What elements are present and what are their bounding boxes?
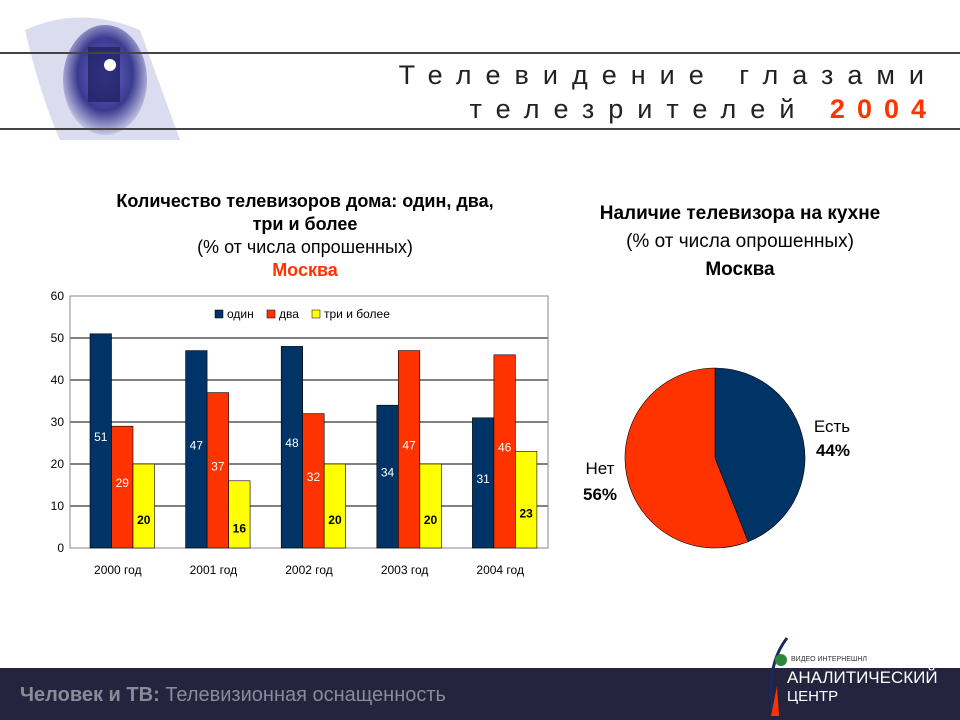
pie-chart: Есть 44% Нет 56% [583, 367, 850, 549]
pie-value: 44% [816, 441, 850, 460]
bar-title-subtitle: (% от числа опрошенных) [197, 237, 413, 257]
y-tick-label: 0 [57, 541, 64, 555]
eye-logo-icon [25, 17, 180, 140]
pie-chart-title: Наличие телевизора на кухне (% от числа … [540, 200, 940, 284]
footer-topic: Телевизионная оснащенность [159, 684, 446, 706]
pie-title-line1: Наличие телевизора на кухне [599, 203, 881, 224]
bar-три и более [419, 463, 442, 549]
logo-line2: центр [787, 688, 839, 705]
data-label: 47 [190, 438, 204, 452]
data-label: 48 [285, 436, 299, 450]
footer-section: Человек и ТВ: [20, 684, 160, 706]
bar-три и более [228, 480, 251, 549]
data-label: 20 [424, 513, 438, 527]
logo-small-text: видео интернешнл [791, 656, 867, 663]
legend-label: два [279, 307, 299, 321]
analytic-center-logo: видео интернешнл Аналитический центр [765, 636, 955, 720]
bar-три и более [132, 463, 155, 549]
footer: Человек и ТВ: Телевизионная оснащенность [0, 668, 960, 720]
logo-line1: Аналитический [787, 668, 938, 687]
bar-два [397, 350, 421, 549]
y-tick-label: 50 [51, 331, 65, 345]
bar-chart: 0 10 20 30 40 50 60 51 29 20 2000 год 47 37 16 2001 го… [51, 289, 549, 577]
pie-value: 56% [583, 485, 617, 504]
x-tick-label: 2001 год [190, 563, 238, 577]
y-tick-label: 10 [51, 499, 65, 513]
data-label: 16 [233, 521, 247, 535]
data-label: 29 [116, 476, 130, 490]
legend-swatch [214, 309, 224, 319]
data-label: 20 [137, 513, 151, 527]
pie-slice-Есть [714, 367, 806, 543]
y-tick-label: 30 [51, 415, 65, 429]
bar-три и более [323, 463, 347, 549]
data-label: 23 [519, 507, 533, 521]
data-label: 20 [328, 513, 342, 527]
pie-label: Нет [586, 459, 615, 478]
bar-title-city: Москва [272, 260, 338, 280]
bar-два [206, 392, 229, 549]
y-tick-label: 40 [51, 373, 65, 387]
bar-title-line1: Количество телевизоров дома: один, два, [116, 191, 494, 211]
x-tick-label: 2003 год [381, 563, 429, 577]
legend-swatch [311, 309, 321, 319]
bar-title-line2: три и более [252, 214, 358, 234]
x-tick-label: 2004 год [476, 563, 524, 577]
data-label: 32 [307, 470, 321, 484]
legend-label: три и более [324, 307, 390, 321]
header-year: 2004 [829, 94, 938, 124]
header-title-line2: телезрителей [469, 94, 809, 124]
y-tick-label: 60 [51, 289, 65, 303]
x-tick-label: 2000 год [94, 563, 142, 577]
pie-slice-Нет [624, 367, 749, 549]
data-label: 47 [402, 438, 416, 452]
x-tick-label: 2002 год [285, 563, 333, 577]
logo-arc-icon [769, 637, 789, 717]
data-label: 51 [94, 430, 108, 444]
data-label: 37 [211, 459, 225, 473]
header-title-line1: Телевидение глазами [398, 60, 938, 90]
pie-title-subtitle: (% от числа опрошенных) [626, 231, 854, 252]
pie-title-city: Москва [705, 259, 775, 280]
data-label: 34 [381, 466, 395, 480]
data-label: 31 [476, 472, 490, 486]
data-label: 46 [498, 440, 512, 454]
bar-chart-title: Количество телевизоров дома: один, два, … [60, 190, 550, 282]
bar-три и более [515, 451, 538, 549]
legend-label: один [227, 307, 254, 321]
y-tick-label: 20 [51, 457, 65, 471]
pie-label: Есть [814, 417, 850, 436]
legend-swatch [266, 309, 276, 319]
